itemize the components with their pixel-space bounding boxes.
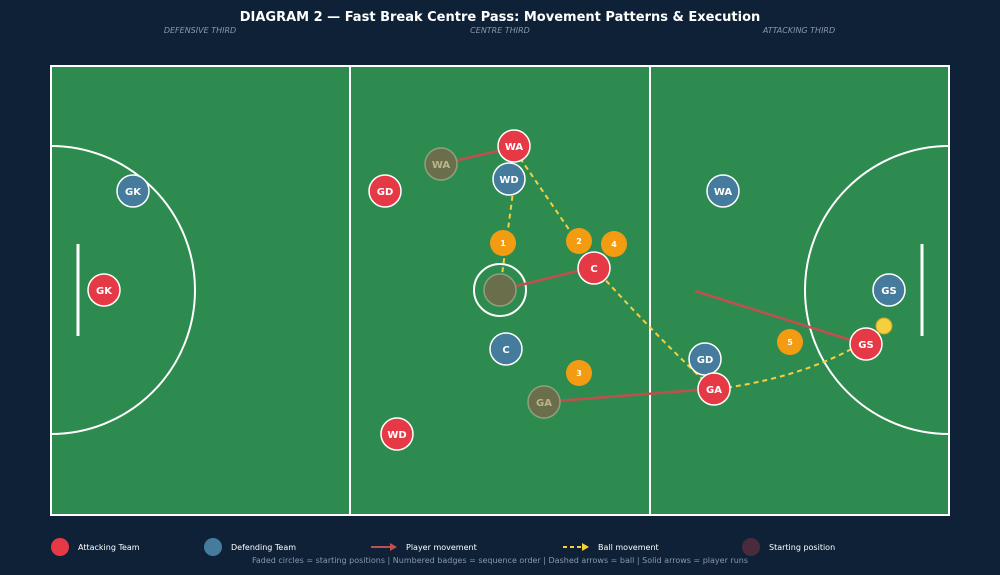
- run-ga: [543, 387, 711, 404]
- legend-ball-movement-label: Ball movement: [598, 542, 659, 552]
- legend-attacking-label: Attacking Team: [78, 542, 140, 552]
- attacker-wa: WA: [497, 129, 531, 163]
- legend-attacking: Attacking Team: [50, 538, 140, 556]
- sequence-badge-1-label: 1: [500, 239, 506, 248]
- defender-gk-label: GK: [125, 187, 142, 198]
- attacker-ga-label: GA: [706, 385, 722, 396]
- dashed-arrow-icon: [563, 543, 589, 551]
- sequence-badge-4: 4: [601, 231, 627, 257]
- attacker-wd-label: WD: [387, 430, 406, 441]
- attacker-gd: GD: [368, 174, 402, 208]
- ball-path-3: [599, 273, 713, 389]
- defender-c: C: [489, 332, 523, 366]
- legend-starting-position: Starting position: [741, 538, 835, 556]
- attacker-gs: GS: [849, 327, 883, 361]
- attacker-gk-label: GK: [96, 286, 113, 297]
- starting-swatch-icon: [742, 538, 760, 556]
- attacking-swatch-icon: [51, 538, 69, 556]
- solid-arrow-icon: [371, 543, 397, 551]
- diagram-title: DIAGRAM 2 — Fast Break Centre Pass: Move…: [239, 10, 761, 25]
- defender-gs: GS: [872, 273, 906, 307]
- attacker-gk: GK: [87, 273, 121, 307]
- goal-circle-left: [51, 145, 196, 435]
- attacker-ga: GA: [697, 372, 731, 406]
- zone-label-attacking: ATTACKING THIRD: [762, 26, 836, 35]
- zone-label-centre: CENTRE THIRD: [470, 26, 530, 35]
- goal-circle-right: [804, 145, 949, 435]
- attacker-c-label: C: [590, 264, 597, 275]
- attacker-wa-label: WA: [505, 142, 524, 153]
- defender-gs-label: GS: [881, 286, 896, 297]
- starting-label-ga: GA: [536, 398, 552, 409]
- zone-label-defensive: DEFENSIVE THIRD: [163, 26, 237, 35]
- attacker-c: C: [577, 251, 611, 285]
- legend-starting-label: Starting position: [769, 542, 836, 552]
- defender-gd-label: GD: [697, 355, 714, 366]
- defender-c-label: C: [502, 345, 509, 356]
- legend-footnote: Faded circles = starting positions | Num…: [251, 556, 749, 565]
- defender-wa-label: WA: [714, 187, 733, 198]
- sequence-badge-2-label: 2: [576, 237, 582, 246]
- legend-ball-movement: Ball movement: [562, 538, 659, 556]
- starting-position-wa: WA: [424, 147, 458, 181]
- run-gs: [694, 289, 861, 345]
- sequence-badge-1: 1: [490, 230, 516, 256]
- defender-wa: WA: [706, 174, 740, 208]
- ball-icon: [875, 317, 893, 335]
- legend-player-movement: Player movement: [370, 538, 477, 556]
- defender-wd: WD: [492, 162, 526, 196]
- defender-gk: GK: [116, 174, 150, 208]
- sequence-badge-4-label: 4: [611, 240, 617, 249]
- sequence-badge-5-label: 5: [787, 338, 793, 347]
- centre-circle: [473, 263, 527, 317]
- legend-defending-label: Defending Team: [231, 542, 297, 552]
- sequence-badge-3: 3: [566, 360, 592, 386]
- sequence-badge-5: 5: [777, 329, 803, 355]
- legend-player-movement-label: Player movement: [406, 542, 477, 552]
- attacker-wd: WD: [380, 417, 414, 451]
- sequence-badge-2: 2: [566, 228, 592, 254]
- sequence-badge-3-label: 3: [576, 369, 582, 378]
- starting-position-c: [483, 273, 517, 307]
- starting-label-wa: WA: [432, 160, 451, 171]
- attacker-gd-label: GD: [377, 187, 394, 198]
- starting-position-ga: GA: [527, 385, 561, 419]
- defender-wd-label: WD: [499, 175, 518, 186]
- defending-swatch-icon: [204, 538, 222, 556]
- attacker-gs-label: GS: [858, 340, 873, 351]
- legend-defending: Defending Team: [203, 538, 296, 556]
- defender-gd: GD: [688, 342, 722, 376]
